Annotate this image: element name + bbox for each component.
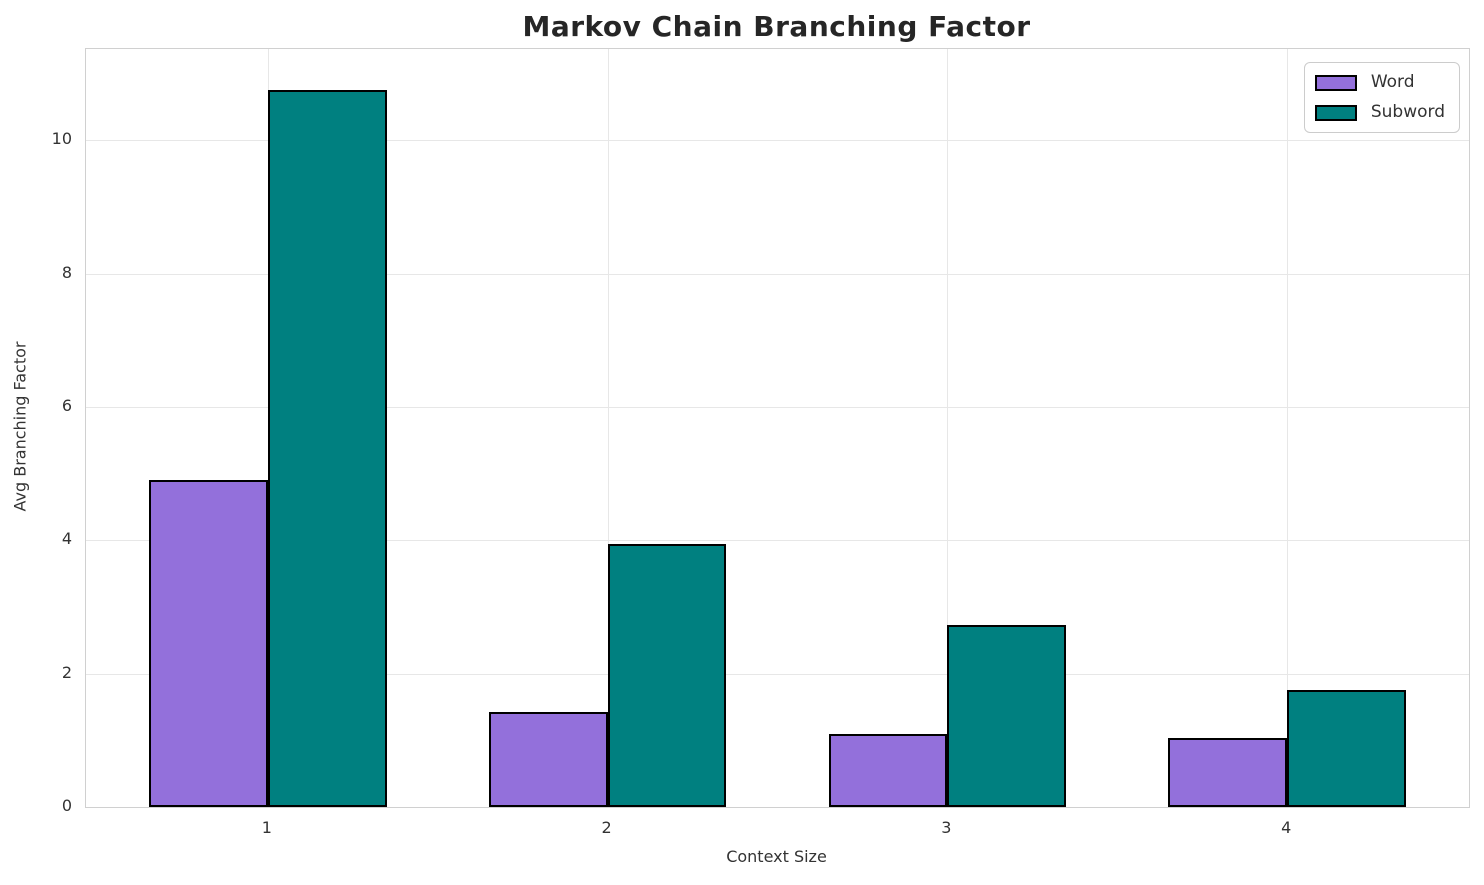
bar-subword-4 — [1287, 689, 1407, 807]
bar-subword-3 — [947, 625, 1067, 807]
y-gridline-8 — [86, 273, 1469, 275]
y-axis-label: Avg Branching Factor — [10, 341, 30, 512]
bar-word-2 — [488, 712, 608, 807]
legend-label-word: Word — [1370, 72, 1415, 92]
y-tick-2: 2 — [61, 662, 72, 682]
y-tick-0: 0 — [61, 796, 72, 815]
y-tick-10: 10 — [51, 129, 72, 149]
y-tick-4: 4 — [61, 529, 72, 549]
x-tick-2: 2 — [601, 818, 612, 837]
bar-word-1 — [148, 480, 268, 807]
legend-swatch-word — [1314, 74, 1357, 91]
x-gridline-4 — [1287, 49, 1289, 807]
legend-item-word: Word — [1314, 72, 1445, 93]
plot-area — [85, 48, 1470, 808]
x-gridline-3 — [947, 49, 949, 807]
chart-title: Markov Chain Branching Factor — [522, 10, 1031, 43]
legend-label-subword: Subword — [1370, 102, 1445, 122]
bar-subword-2 — [607, 543, 727, 807]
x-gridline-2 — [607, 49, 609, 807]
x-tick-3: 3 — [941, 818, 952, 837]
y-gridline-2 — [86, 673, 1469, 675]
x-tick-4: 4 — [1281, 818, 1292, 837]
legend-swatch-subword — [1314, 104, 1357, 121]
y-gridline-4 — [86, 540, 1469, 542]
legend-item-subword: Subword — [1314, 102, 1445, 123]
x-tick-1: 1 — [261, 818, 272, 837]
bar-word-4 — [1168, 737, 1288, 807]
legend: Word Subword — [1303, 62, 1460, 133]
y-gridline-6 — [86, 407, 1469, 408]
y-tick-8: 8 — [61, 262, 72, 282]
x-axis-label: Context Size — [726, 847, 827, 866]
bar-subword-1 — [267, 89, 387, 807]
y-gridline-10 — [86, 140, 1469, 142]
bar-word-3 — [828, 733, 948, 807]
y-tick-6: 6 — [61, 396, 72, 415]
